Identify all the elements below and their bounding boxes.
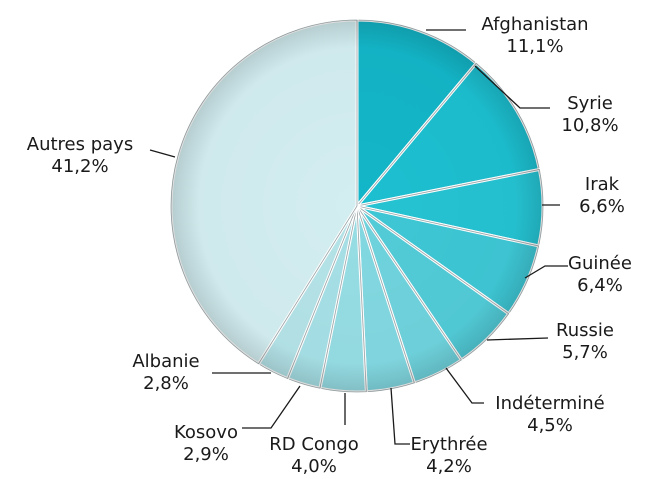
slice-label: Russie 5,7% xyxy=(556,320,614,363)
slice-label-name: Autres pays xyxy=(27,134,133,155)
leader-line xyxy=(486,337,549,341)
slice-label-value: 2,9% xyxy=(183,444,229,465)
slice-label: Kosovo 2,9% xyxy=(174,422,238,465)
slice-label-name: Albanie xyxy=(132,351,199,372)
slice-label-value: 5,7% xyxy=(562,342,608,363)
slice-label-name: Russie xyxy=(556,320,614,341)
leader-line xyxy=(390,387,410,445)
slice-label-value: 2,8% xyxy=(143,373,189,394)
slice-label-value: 6,4% xyxy=(577,275,623,296)
slice-label: Albanie 2,8% xyxy=(132,351,199,394)
slice-label-value: 4,5% xyxy=(527,415,573,436)
slice-label-value: 11,1% xyxy=(506,36,563,57)
slice-label: Erythrée 4,2% xyxy=(410,434,487,477)
slice-label: Guinée 6,4% xyxy=(568,253,632,296)
pie-slices xyxy=(169,18,545,394)
leader-line xyxy=(524,265,568,279)
slice-label-name: Indéterminé xyxy=(495,393,604,414)
slice-label: Syrie 10,8% xyxy=(561,93,618,136)
leader-line xyxy=(242,385,301,429)
slice-label-name: RD Congo xyxy=(269,434,359,455)
leader-line xyxy=(149,149,176,158)
slice-label: Afghanistan 11,1% xyxy=(481,14,588,57)
slice-label-name: Kosovo xyxy=(174,422,238,443)
slice-label-name: Erythrée xyxy=(410,434,487,455)
label-leaders xyxy=(149,29,568,445)
slice-label-value: 41,2% xyxy=(51,156,108,177)
slice-label-value: 10,8% xyxy=(561,115,618,136)
slice-labels: Afghanistan 11,1% Syrie 10,8% Irak 6,6% Guinée… xyxy=(27,14,632,477)
slice-label-value: 4,2% xyxy=(426,456,472,477)
leader-line xyxy=(474,65,550,109)
slice-label-value: 4,0% xyxy=(291,456,337,477)
slice-label-name: Syrie xyxy=(567,93,613,114)
slice-label-name: Afghanistan xyxy=(481,14,588,35)
slice-label-name: Irak xyxy=(585,174,620,195)
slice-label: RD Congo 4,0% xyxy=(269,434,359,477)
slice-label: Indéterminé 4,5% xyxy=(495,393,604,436)
slice-label: Autres pays 41,2% xyxy=(27,134,133,177)
slice-label-value: 6,6% xyxy=(579,196,625,217)
leader-line xyxy=(445,367,484,404)
slice-label-name: Guinée xyxy=(568,253,632,274)
slice-label: Irak 6,6% xyxy=(579,174,625,217)
